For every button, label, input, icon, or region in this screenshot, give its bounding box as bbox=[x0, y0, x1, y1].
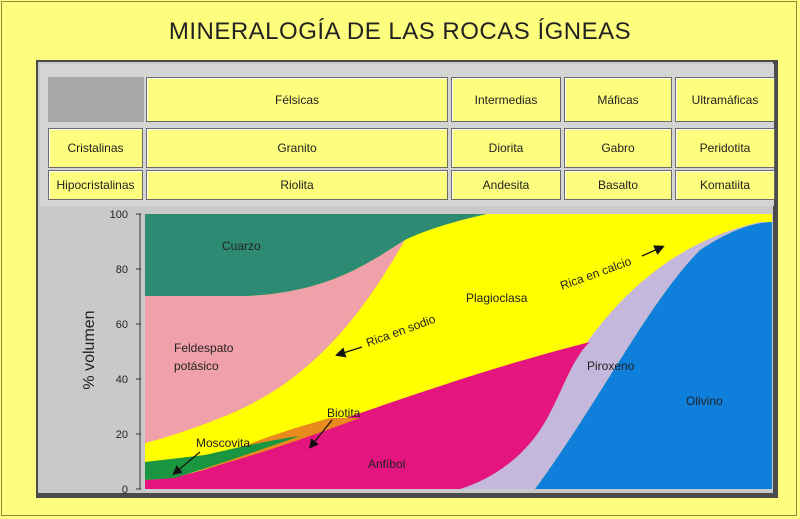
row-label-hipocristalinas: Hipocristalinas bbox=[48, 170, 143, 200]
label-anfibol: Anfíbol bbox=[368, 457, 405, 471]
header-maficas: Máficas bbox=[564, 77, 672, 122]
header-ultramaficas: Ultramáficas bbox=[675, 77, 775, 122]
y-axis-label: % volumen bbox=[81, 310, 98, 389]
label-feldespato-1: Feldespato bbox=[174, 341, 234, 355]
page-title: MINERALOGÍA DE LAS ROCAS ÍGNEAS bbox=[168, 18, 632, 45]
tick-label-0: 0 bbox=[122, 484, 128, 496]
header-intermedias: Intermedias bbox=[451, 77, 561, 122]
label-piroxeno: Piroxeno bbox=[587, 359, 635, 373]
label-feldespato-2: potásico bbox=[174, 359, 219, 373]
header-felsicas: Félsicas bbox=[146, 77, 448, 122]
label-olivino: Olivino bbox=[686, 394, 723, 408]
area-piroxeno bbox=[460, 222, 772, 489]
label-cuarzo: Cuarzo bbox=[222, 239, 261, 253]
cell-riolita: Riolita bbox=[146, 170, 448, 200]
arrow-sodio bbox=[335, 346, 363, 358]
area-feldespato-potasico bbox=[145, 240, 405, 443]
cell-basalto: Basalto bbox=[564, 170, 672, 200]
cell-peridotita: Peridotita bbox=[675, 128, 775, 168]
row-label-cristalinas: Cristalinas bbox=[48, 128, 143, 168]
arrow-calcio bbox=[641, 245, 665, 257]
pointer-biotita bbox=[309, 419, 333, 449]
tick-label-40: 40 bbox=[116, 374, 128, 386]
tick-label-100: 100 bbox=[110, 209, 128, 221]
label-plagioclasa: Plagioclasa bbox=[466, 291, 528, 305]
cell-granito: Granito bbox=[146, 128, 448, 168]
tick-label-60: 60 bbox=[116, 319, 128, 331]
table-corner-cell bbox=[48, 77, 144, 122]
cell-andesita: Andesita bbox=[451, 170, 561, 200]
pointer-moscovita bbox=[172, 451, 201, 476]
label-moscovita: Moscovita bbox=[196, 436, 250, 450]
label-biotita: Biotita bbox=[327, 406, 361, 420]
tick-label-80: 80 bbox=[116, 264, 128, 276]
cell-gabro: Gabro bbox=[564, 128, 672, 168]
area-cuarzo bbox=[145, 214, 487, 296]
cell-komatiita: Komatiita bbox=[675, 170, 775, 200]
area-moscovita bbox=[145, 436, 300, 480]
cell-diorita: Diorita bbox=[451, 128, 561, 168]
tick-label-20: 20 bbox=[116, 429, 128, 441]
area-olivino bbox=[535, 222, 772, 489]
